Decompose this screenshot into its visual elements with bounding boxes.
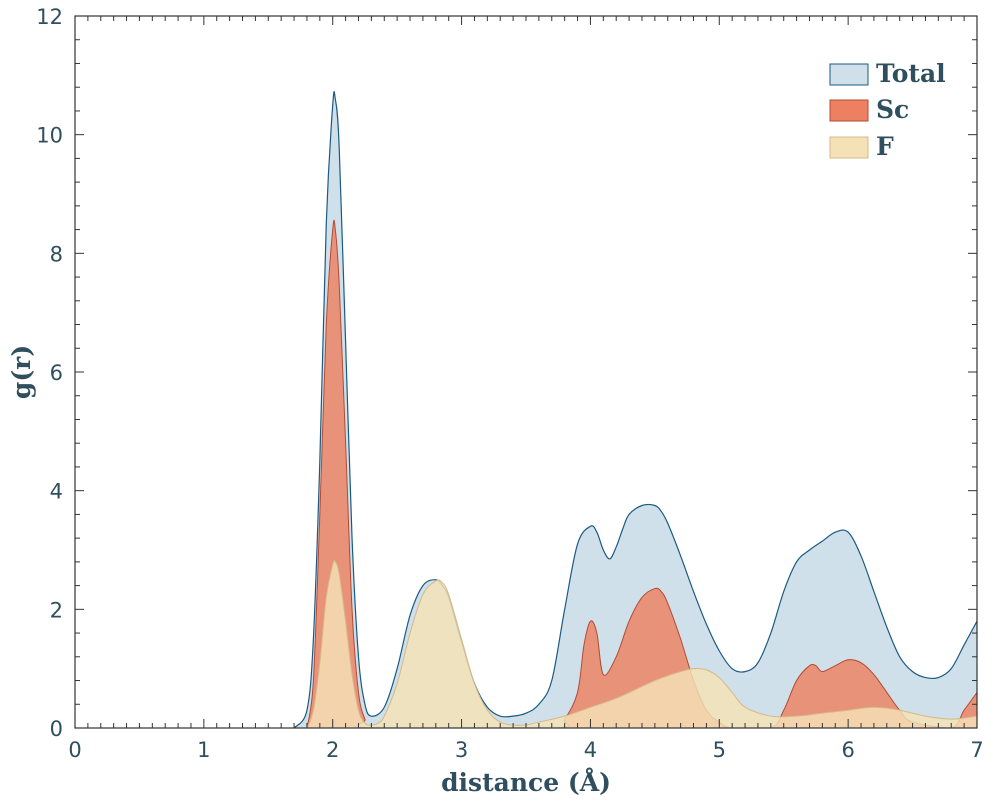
- y-axis-label: g(r): [7, 345, 36, 399]
- legend-label-total: Total: [876, 59, 946, 88]
- legend-label-f: F: [876, 132, 894, 161]
- legend-swatch-f: [829, 136, 869, 159]
- series-total-line: [293, 91, 977, 728]
- x-tick-label: 7: [970, 738, 983, 762]
- series-sc-line: [306, 219, 977, 728]
- x-axis-label: distance (Å): [441, 768, 611, 797]
- series-total-area: [294, 91, 977, 728]
- legend-label-sc: Sc: [876, 95, 909, 124]
- legend-swatch-sc: [829, 99, 869, 122]
- y-tick-label: 12: [36, 5, 63, 29]
- series-f-line: [306, 560, 977, 728]
- y-tick-label: 8: [50, 242, 63, 266]
- series-f-area: [306, 560, 977, 728]
- x-tick-label: 4: [584, 738, 597, 762]
- x-tick-label: 6: [841, 738, 854, 762]
- y-tick-label: 4: [50, 480, 63, 504]
- ticks-layer: [74, 15, 978, 729]
- y-tick-label: 10: [36, 124, 63, 148]
- y-tick-label: 0: [50, 717, 63, 741]
- x-tick-label: 1: [197, 738, 210, 762]
- series-sc-area: [306, 220, 977, 728]
- x-tick-label: 0: [68, 738, 81, 762]
- legend: Total Sc F: [829, 59, 946, 161]
- y-tick-label: 6: [50, 361, 63, 385]
- series-layer: [293, 91, 977, 728]
- x-tick-label: 2: [326, 738, 339, 762]
- legend-swatch-total: [829, 63, 869, 86]
- y-tick-label: 2: [50, 598, 63, 622]
- x-tick-label: 5: [713, 738, 726, 762]
- x-tick-label: 3: [455, 738, 468, 762]
